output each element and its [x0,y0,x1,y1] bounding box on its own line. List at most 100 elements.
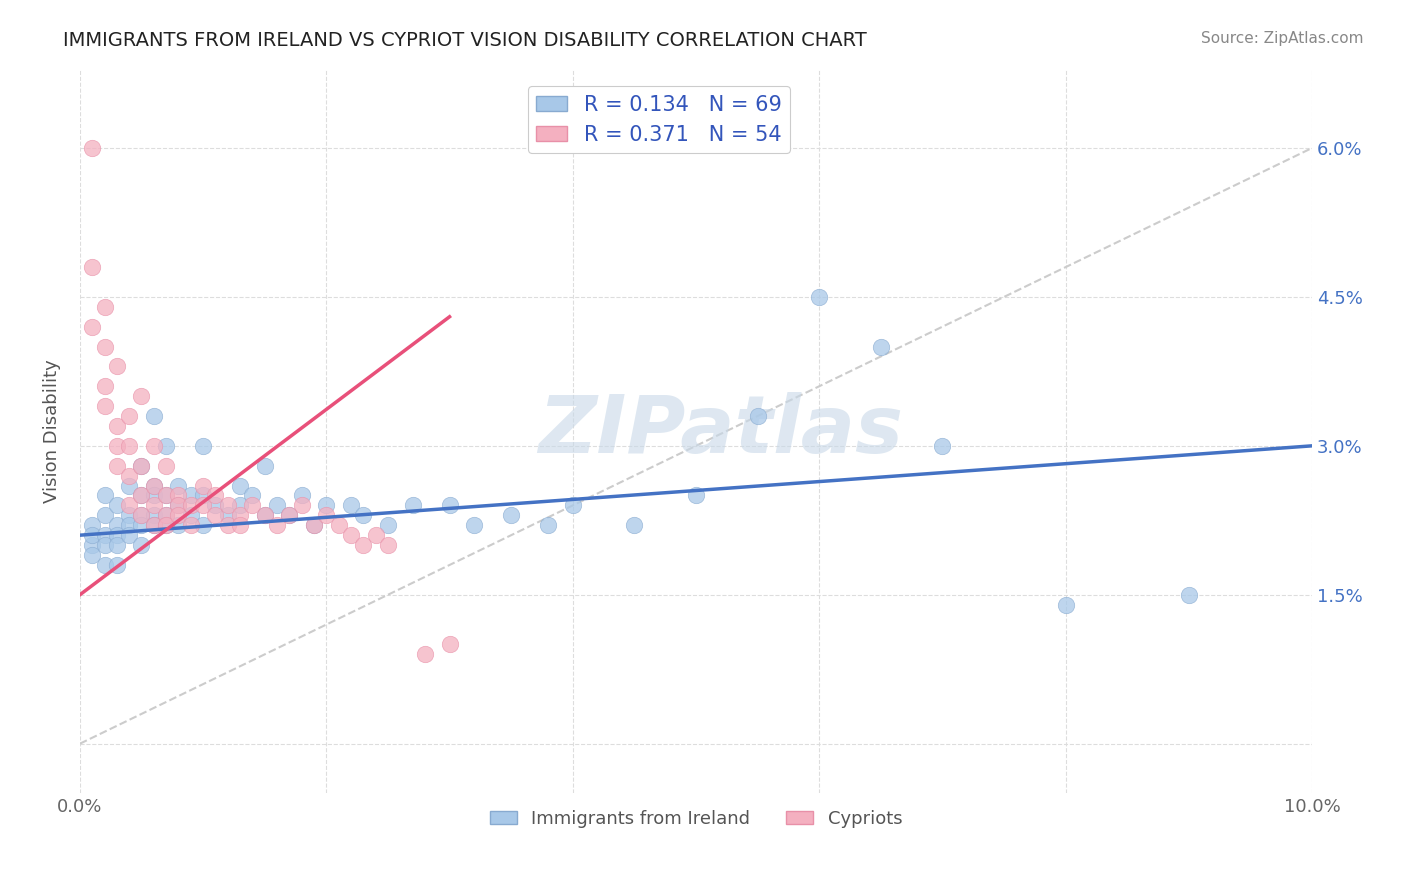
Point [142,409,165,423]
Point [142,488,165,502]
Point [105,359,128,374]
Point [315,499,337,513]
Point [82,548,104,562]
Point [623,518,645,533]
Point [93,300,115,314]
Point [167,518,190,533]
Point [180,508,202,523]
Point [142,518,165,533]
Point [217,508,239,523]
Point [561,499,583,513]
Point [118,439,141,453]
Point [142,439,165,453]
Point [291,499,314,513]
Point [204,499,226,513]
Point [93,399,115,413]
Text: ZIPatlas: ZIPatlas [538,392,903,470]
Point [105,458,128,473]
Point [142,508,165,523]
Point [302,518,325,533]
Point [131,538,153,552]
Point [253,508,276,523]
Point [191,439,214,453]
Point [93,508,115,523]
Point [191,478,214,492]
Point [340,528,363,542]
Point [401,499,423,513]
Point [131,518,153,533]
Point [155,508,177,523]
Point [191,488,214,502]
Point [340,499,363,513]
Point [105,538,128,552]
Point [537,518,560,533]
Point [204,488,226,502]
Point [118,468,141,483]
Point [131,508,153,523]
Point [93,538,115,552]
Point [82,319,104,334]
Point [352,508,374,523]
Legend: Immigrants from Ireland, Cypriots: Immigrants from Ireland, Cypriots [482,803,910,835]
Point [131,389,153,403]
Text: IMMIGRANTS FROM IRELAND VS CYPRIOT VISION DISABILITY CORRELATION CHART: IMMIGRANTS FROM IRELAND VS CYPRIOT VISIO… [63,31,868,50]
Point [118,409,141,423]
Point [167,499,190,513]
Point [167,499,190,513]
Point [118,518,141,533]
Point [155,508,177,523]
Point [118,499,141,513]
Point [82,518,104,533]
Point [131,488,153,502]
Point [118,528,141,542]
Point [155,488,177,502]
Point [180,499,202,513]
Point [266,518,288,533]
Point [131,488,153,502]
Point [315,508,337,523]
Point [105,419,128,434]
Point [191,499,214,513]
Point [93,528,115,542]
Point [808,290,831,304]
Point [167,508,190,523]
Point [242,499,264,513]
Point [229,499,252,513]
Point [180,518,202,533]
Point [167,478,190,492]
Point [93,379,115,393]
Point [439,637,461,651]
Point [229,508,252,523]
Point [93,488,115,502]
Text: Source: ZipAtlas.com: Source: ZipAtlas.com [1201,31,1364,46]
Point [278,508,301,523]
Point [82,528,104,542]
Point [118,508,141,523]
Point [93,558,115,572]
Point [118,478,141,492]
Point [105,528,128,542]
Point [266,499,288,513]
Point [155,458,177,473]
Point [131,458,153,473]
Point [105,518,128,533]
Point [105,499,128,513]
Point [413,648,436,662]
Point [328,518,350,533]
Point [204,508,226,523]
Point [142,499,165,513]
Point [278,508,301,523]
Point [291,488,314,502]
Point [191,518,214,533]
Point [155,488,177,502]
Point [352,538,374,552]
Point [439,499,461,513]
Point [105,558,128,572]
Point [155,518,177,533]
Point [1178,588,1201,602]
Point [685,488,707,502]
Point [142,478,165,492]
Point [377,538,399,552]
Point [1054,598,1077,612]
Point [82,538,104,552]
